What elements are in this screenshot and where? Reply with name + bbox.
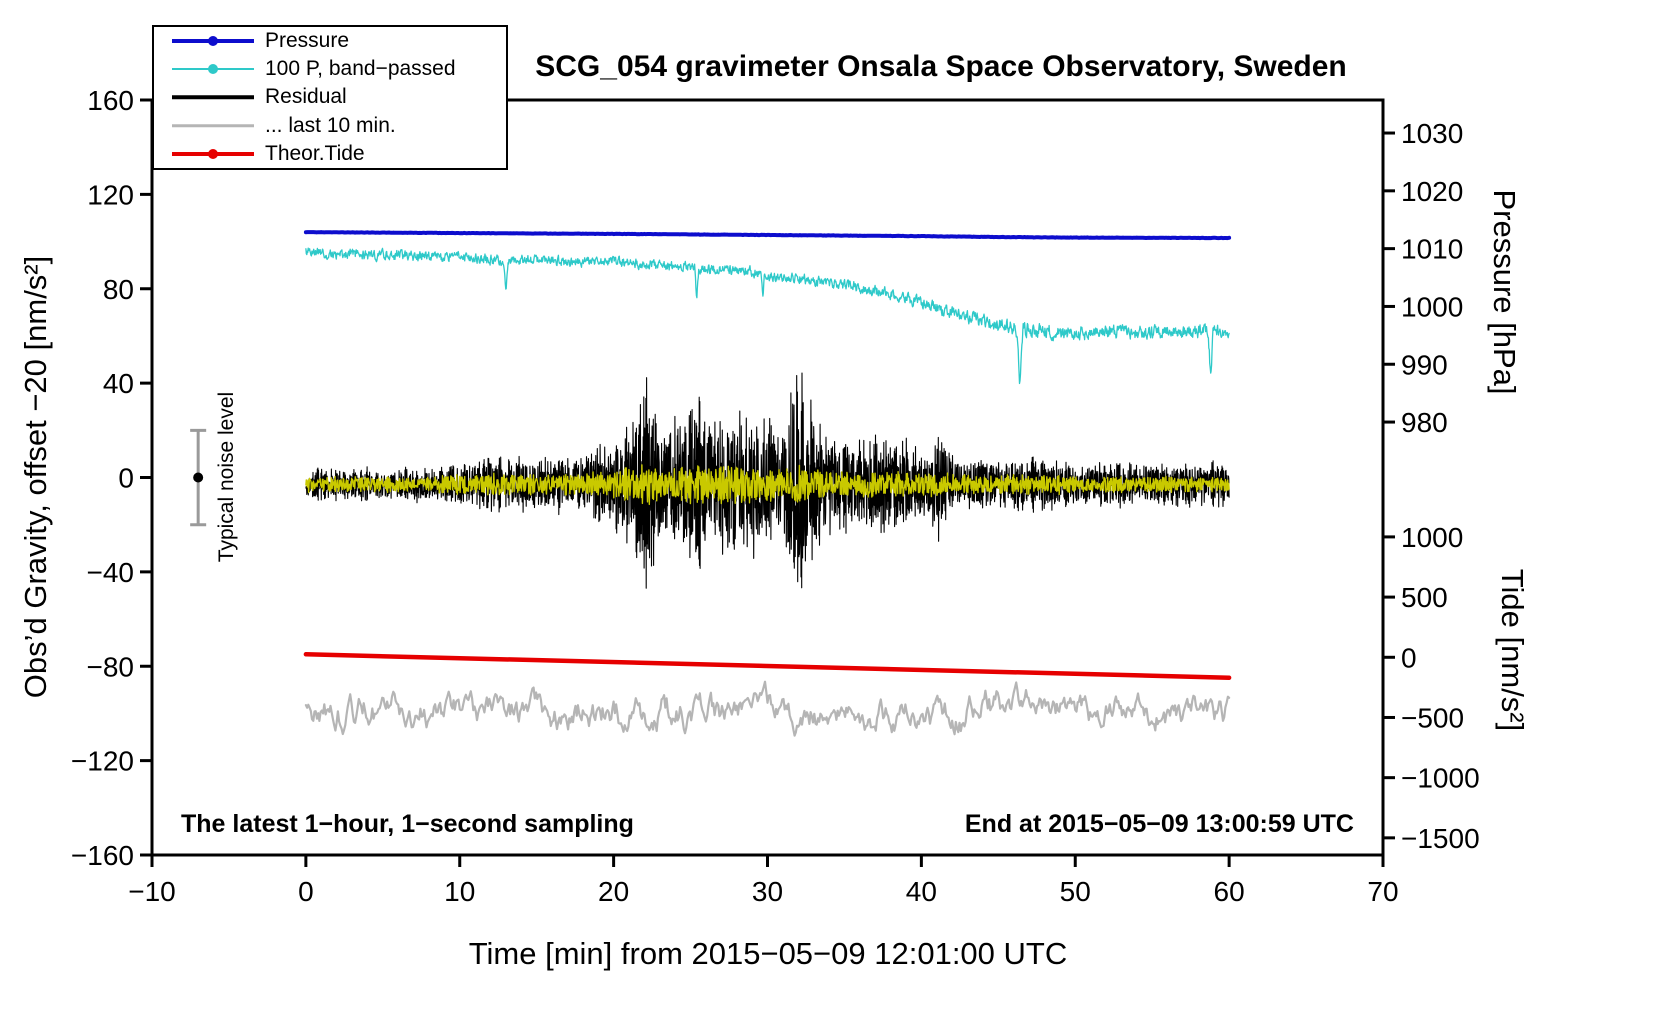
legend-label: Residual [265, 85, 347, 109]
left-tick-label: −160 [71, 840, 134, 871]
pressure-axis-title: Pressure [hPa] [1487, 189, 1522, 395]
x-tick-label: 30 [752, 876, 783, 907]
series-theor-tide [303, 652, 1232, 680]
series-last-10-min [304, 680, 1231, 737]
tide-tick-label: −1000 [1401, 763, 1480, 794]
tide-tick-label: 0 [1401, 642, 1417, 673]
x-axis-title: Time [min] from 2015−05−09 12:01:00 UTC [468, 936, 1068, 971]
left-tick-label: 160 [87, 85, 134, 116]
left-axis-title: Obs’d Gravity, offset −20 [nm/s²] [18, 255, 53, 699]
legend-label: ... last 10 min. [265, 113, 396, 137]
left-tick-label: −120 [71, 746, 134, 777]
legend-item-residual: Residual [154, 83, 506, 111]
pressure-marker-dot-icon [208, 36, 218, 47]
left-tick-label: 0 [118, 463, 134, 494]
tide-tick-label: 500 [1401, 582, 1448, 613]
end-time-annotation: End at 2015−05−09 13:00:59 UTC [964, 810, 1354, 838]
legend-item-last10min: ... last 10 min. [154, 112, 506, 140]
noise-bar-dot [193, 472, 204, 483]
legend-item-bandpassed: 100 P, band−passed [154, 55, 506, 83]
legend-item-pressure: Pressure [154, 27, 506, 55]
x-tick-label: 50 [1060, 876, 1091, 907]
tide-tick-label: 1000 [1401, 522, 1463, 553]
noise-level-label: Typical noise level [215, 391, 238, 563]
residual-line-swatch [172, 95, 254, 100]
series-residual-band-overlay [305, 464, 1230, 506]
legend-line-sample [172, 62, 254, 76]
left-tick-label: 80 [103, 274, 134, 305]
pressure-tick-label: 980 [1401, 407, 1448, 438]
series-100-p-band-passed [305, 247, 1230, 385]
x-tick-label: 70 [1367, 876, 1398, 907]
pressure-tick-label: 1020 [1401, 176, 1463, 207]
legend-item-theor-tide: Theor.Tide [154, 140, 506, 168]
legend-line-sample [172, 119, 254, 133]
legend-label: 100 P, band−passed [265, 57, 456, 81]
left-tick-label: 120 [87, 179, 134, 210]
x-tick-label: 40 [906, 876, 937, 907]
series-pressure [303, 230, 1232, 241]
left-tick-label: 40 [103, 368, 134, 399]
last10min-line-swatch [172, 123, 254, 128]
x-tick-label: 60 [1214, 876, 1245, 907]
theor-tide-marker-dot-icon [208, 148, 218, 159]
bandpassed-marker-dot-icon [208, 64, 218, 75]
tide-axis-title: Tide [nm/s²] [1495, 568, 1530, 732]
x-tick-label: 0 [298, 876, 314, 907]
pressure-tick-label: 1000 [1401, 291, 1463, 322]
legend-label: Pressure [265, 29, 350, 53]
legend-line-sample [172, 147, 254, 161]
legend: Pressure 100 P, band−passed Residual ...… [152, 25, 508, 170]
legend-line-sample [172, 90, 254, 104]
sampling-annotation: The latest 1−hour, 1−second sampling [181, 810, 634, 838]
pressure-tick-label: 1010 [1401, 234, 1463, 265]
tide-tick-label: −1500 [1401, 823, 1480, 854]
legend-line-sample [172, 34, 254, 48]
pressure-tick-label: 990 [1401, 349, 1448, 380]
legend-label: Theor.Tide [265, 141, 365, 165]
left-tick-label: −80 [87, 651, 135, 682]
chart-title: SCG_054 gravimeter Onsala Space Observat… [535, 50, 1347, 83]
pressure-tick-label: 1030 [1401, 118, 1463, 149]
x-tick-label: −10 [128, 876, 176, 907]
tide-tick-label: −500 [1401, 702, 1464, 733]
left-tick-label: −40 [87, 557, 135, 588]
x-tick-label: 20 [598, 876, 629, 907]
x-tick-label: 10 [444, 876, 475, 907]
